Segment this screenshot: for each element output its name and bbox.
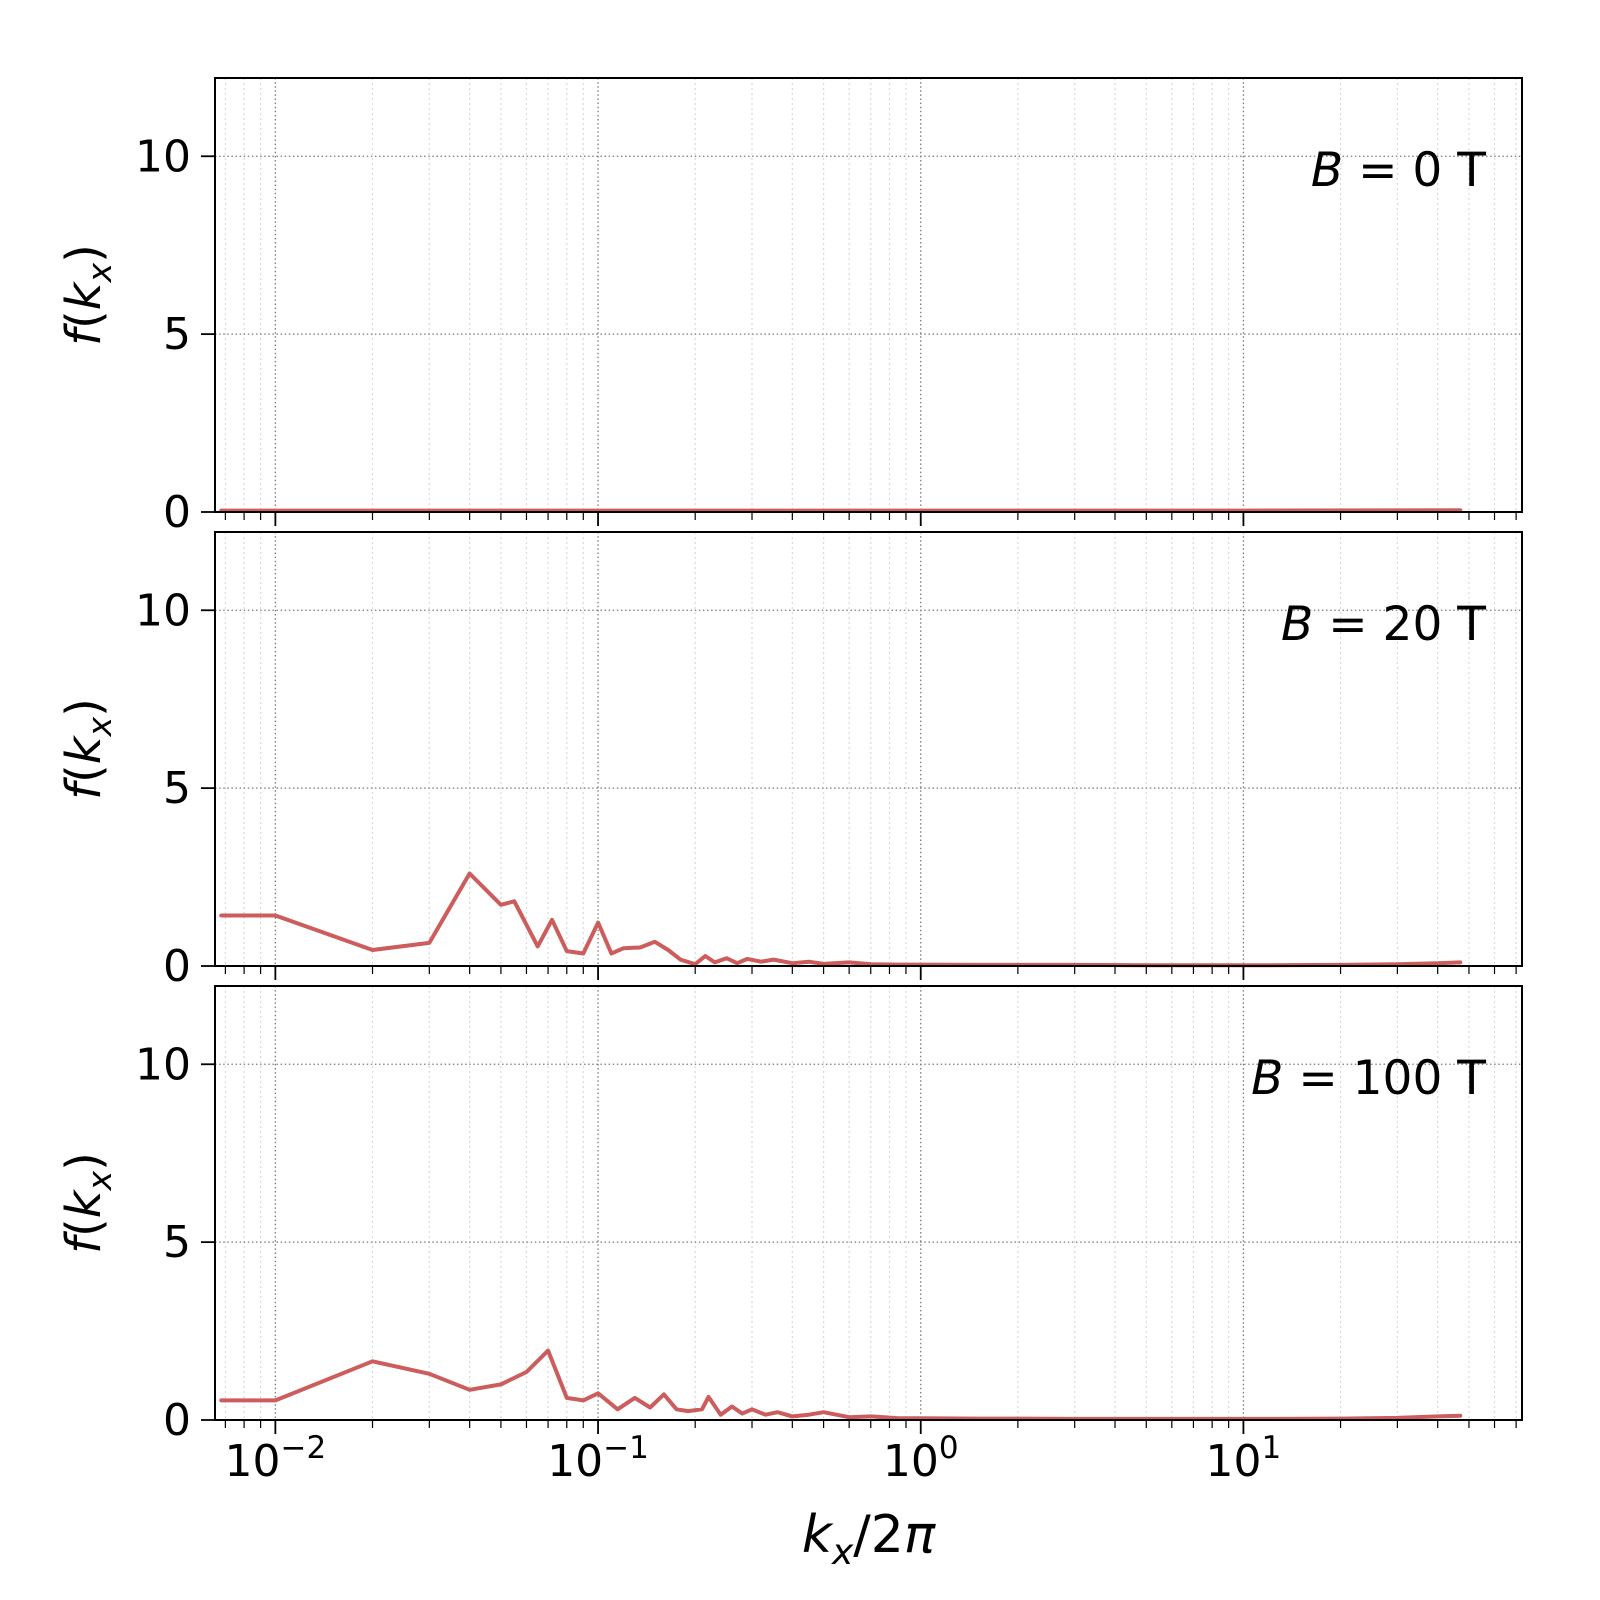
x-tick-label: 101	[1206, 1430, 1282, 1487]
panel-annotation: B = 0 T	[1311, 143, 1486, 198]
panel-1: 0 5 10 B = 20 T f(kx)	[56, 531, 1523, 992]
y-tick-label: 5	[163, 1217, 191, 1268]
y-tick-label: 0	[163, 487, 191, 538]
data-line	[219, 1348, 1463, 1421]
y-tick-label: 0	[163, 1395, 191, 1446]
x-tick-label: 100	[883, 1430, 959, 1487]
data-line	[219, 871, 1463, 968]
x-axis-label: kx/2π	[802, 1505, 936, 1573]
y-tick-label: 0	[163, 941, 191, 992]
y-tick-label: 10	[135, 1039, 191, 1090]
panel-annotation: B = 100 T	[1251, 1051, 1486, 1106]
y-tick-label: 5	[163, 309, 191, 360]
y-tick-label: 5	[163, 763, 191, 814]
x-tick-label: 10−2	[225, 1430, 327, 1487]
y-tick-label: 10	[135, 131, 191, 182]
y-axis-label: f(kx)	[56, 698, 119, 800]
y-tick-label: 10	[135, 585, 191, 636]
y-axis-label: f(kx)	[56, 244, 119, 346]
y-axis-label: f(kx)	[56, 1152, 119, 1254]
panel-0: 0 5 10 B = 0 T f(kx)	[56, 77, 1523, 538]
panel-border	[214, 985, 1523, 1421]
panel-border	[214, 77, 1523, 513]
panel-2: 0 5 10 B = 100 T f(kx)	[56, 985, 1523, 1446]
x-tick-label: 10−1	[547, 1430, 649, 1487]
panel-annotation: B = 20 T	[1281, 597, 1486, 652]
panel-border	[214, 531, 1523, 967]
